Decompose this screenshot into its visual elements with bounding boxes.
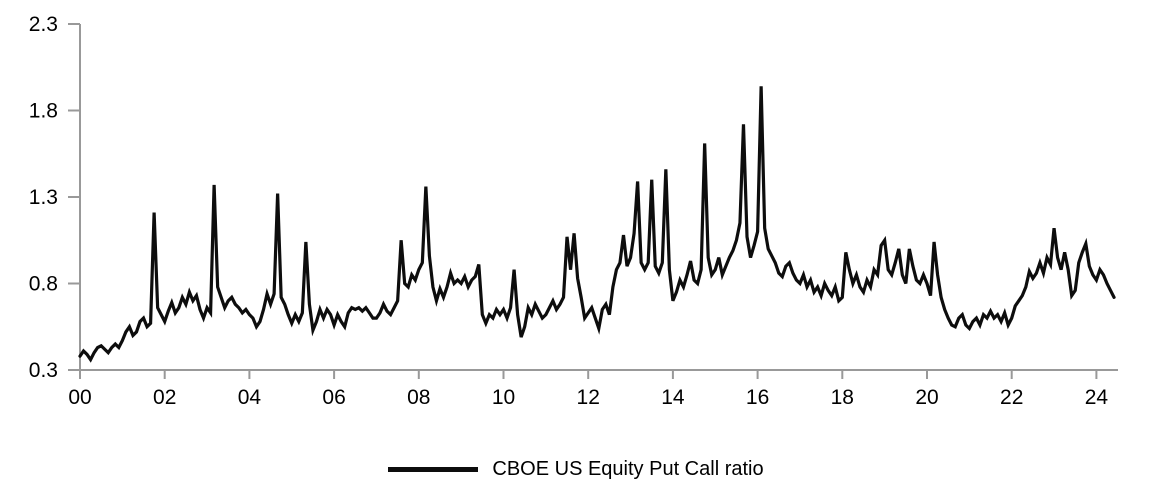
x-axis-tick-label: 04 [238,386,262,409]
x-axis-tick-label: 18 [831,386,854,409]
x-axis-tick-label: 06 [322,386,345,409]
x-axis-tick-label: 10 [492,386,515,409]
legend-label: CBOE US Equity Put Call ratio [492,458,764,480]
chart-plot-area: 0.3 0.8 1.3 1.8 2.3 00 02 04 06 08 10 12 14 16 18 20 22 2… [29,13,1118,409]
x-axis-tick-label: 22 [1000,386,1023,409]
y-axis-tick-label: 1.3 [29,186,58,209]
y-axis-tick-label: 0.8 [29,273,58,296]
x-axis-tick-label: 12 [577,386,600,409]
y-axis-tick-label: 2.3 [29,13,58,36]
x-axis-tick-label: 24 [1085,386,1109,409]
x-axis-tick-label: 02 [153,386,176,409]
x-axis-tick-label: 08 [407,386,430,409]
x-axis-tick-label: 00 [68,386,91,409]
y-axis-tick-label: 0.3 [29,359,58,382]
y-axis-tick-label: 1.8 [29,100,58,123]
x-axis-tick-label: 16 [746,386,769,409]
legend-line-swatch [388,467,479,472]
x-axis-tick-label: 20 [915,386,938,409]
series-line-put-call-ratio [78,86,1116,363]
x-axis-tick-label: 14 [661,386,685,409]
chart-legend: CBOE US Equity Put Call ratio [0,458,1152,481]
